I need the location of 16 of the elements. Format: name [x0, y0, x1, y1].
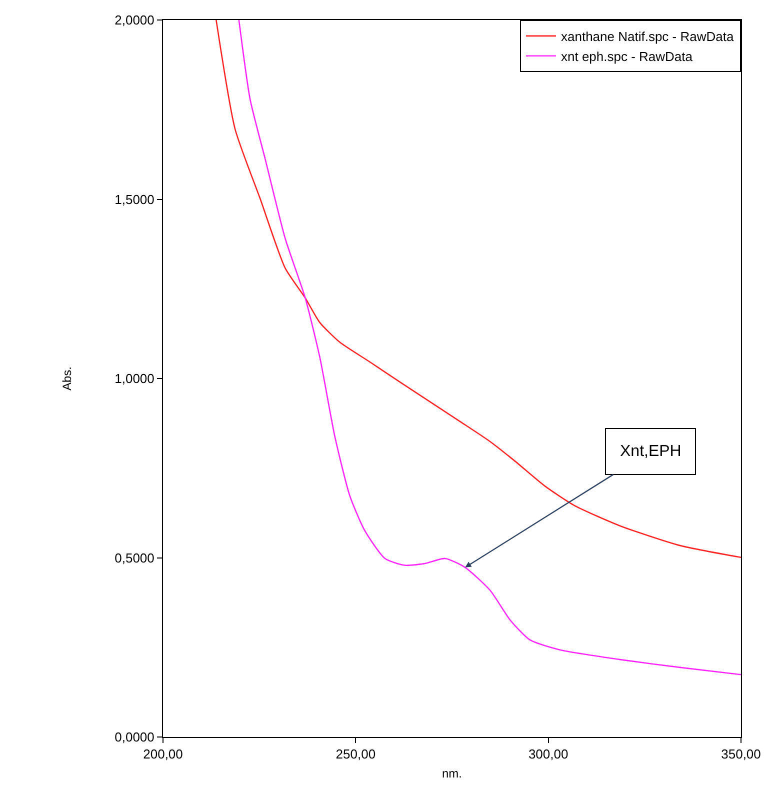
y-tick-label: 2,0000	[114, 12, 154, 28]
y-tick-label: 1,0000	[114, 371, 154, 386]
x-tick-label: 200,00	[143, 746, 183, 762]
y-tick-label: 0,0000	[114, 730, 154, 745]
legend-label: xnt eph.spc - RawData	[561, 48, 694, 64]
x-axis-title: nm.	[442, 766, 462, 780]
line-series	[216, 20, 741, 558]
x-tick-label: 300,00	[528, 746, 568, 762]
x-tick-label: 350,00	[721, 746, 761, 762]
legend-label: xanthane Natif.spc - RawData	[561, 29, 734, 44]
y-tick-label: 1,5000	[114, 192, 154, 207]
x-tick-label: 250,00	[336, 746, 376, 762]
y-tick-label: 0,5000	[114, 550, 154, 566]
annotation: Xnt,EPH	[620, 443, 682, 460]
y-axis-title: Abs.	[60, 366, 74, 391]
line-series	[238, 20, 741, 676]
